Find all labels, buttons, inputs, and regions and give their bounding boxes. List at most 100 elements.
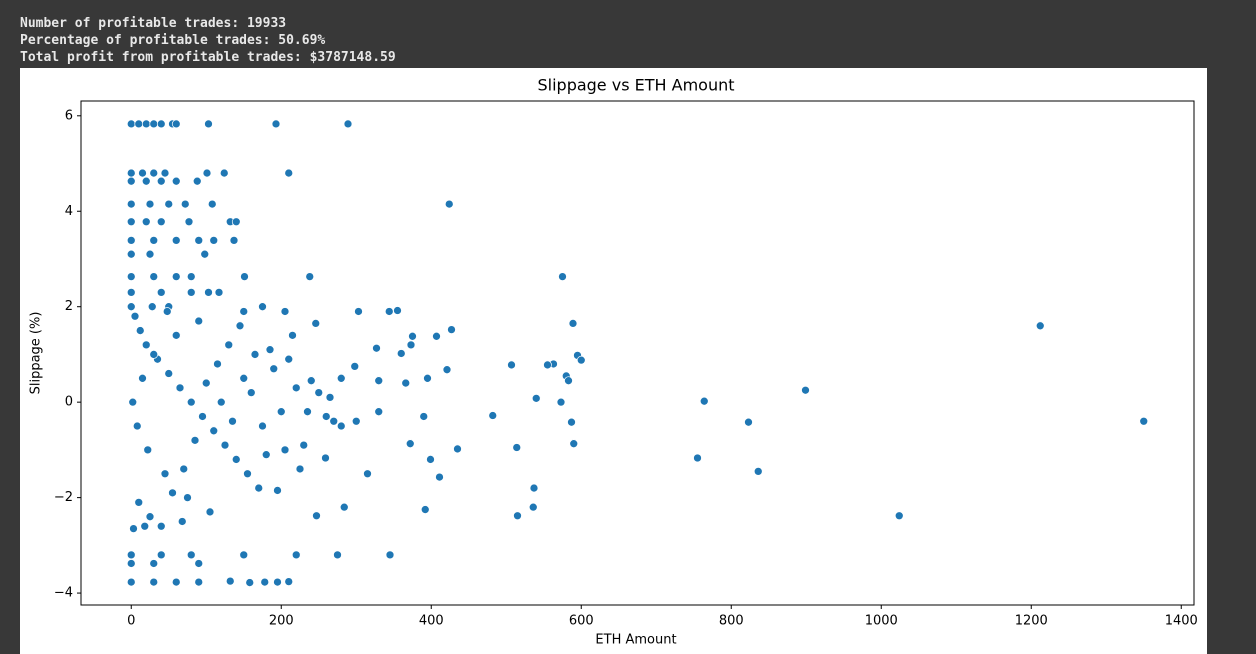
point: [164, 369, 174, 378]
point: [265, 345, 275, 355]
point: [171, 236, 181, 245]
point: [372, 343, 381, 353]
point: [744, 417, 753, 427]
x-axis-label: ETH Amount: [595, 633, 676, 648]
point: [531, 393, 541, 403]
point: [333, 550, 342, 560]
point: [363, 469, 372, 479]
point: [250, 350, 260, 359]
output-line: Total profit from profitable trades: $37…: [20, 50, 396, 65]
point: [444, 199, 454, 209]
point: [246, 388, 256, 397]
point: [543, 360, 552, 370]
point: [385, 550, 395, 560]
point: [126, 550, 136, 560]
point: [753, 467, 763, 476]
point: [447, 325, 456, 334]
point: [129, 524, 138, 533]
point: [134, 119, 144, 129]
point: [171, 330, 181, 340]
point: [306, 376, 316, 386]
point: [406, 340, 416, 350]
x-tick-label: 400: [419, 614, 444, 629]
point: [126, 236, 136, 245]
point: [138, 373, 147, 383]
point: [314, 388, 324, 397]
point: [141, 217, 151, 227]
point: [329, 416, 339, 426]
point: [576, 355, 586, 365]
point: [186, 272, 196, 281]
point: [134, 498, 144, 507]
point: [269, 364, 279, 374]
point: [512, 443, 522, 452]
point: [284, 168, 294, 178]
point: [239, 550, 249, 560]
chart: Slippage vs ETH Amount ETH Amount Slippa…: [20, 68, 1207, 654]
point: [271, 119, 281, 129]
point: [171, 176, 181, 186]
x-tick-label: 800: [719, 614, 744, 629]
point: [224, 340, 234, 350]
point: [168, 488, 177, 498]
point: [162, 307, 172, 316]
point: [205, 507, 215, 517]
point: [126, 288, 136, 297]
point: [202, 168, 212, 178]
point: [558, 272, 567, 281]
y-tick-label: 0: [65, 395, 73, 410]
point: [126, 272, 136, 281]
point: [258, 421, 267, 431]
point: [280, 445, 290, 455]
point: [200, 249, 210, 259]
point: [201, 378, 211, 388]
point: [180, 199, 190, 209]
point: [408, 331, 417, 341]
point: [126, 199, 136, 209]
point: [192, 176, 202, 186]
point: [354, 307, 363, 316]
point: [321, 453, 330, 463]
point: [204, 288, 213, 297]
point: [299, 440, 309, 450]
output-line: Number of profitable trades: 19933: [20, 16, 287, 31]
point: [401, 378, 411, 388]
point: [442, 365, 452, 375]
point: [145, 512, 155, 522]
point: [145, 249, 155, 259]
point: [801, 385, 810, 395]
point: [426, 455, 435, 464]
point: [291, 383, 301, 393]
point: [254, 483, 264, 493]
point: [419, 412, 429, 421]
point: [149, 236, 159, 245]
point: [568, 319, 578, 328]
y-axis-label: Slippage (%): [29, 312, 44, 395]
y-tick-label: −4: [54, 586, 73, 601]
point: [149, 559, 159, 568]
point: [186, 550, 196, 560]
point: [239, 373, 249, 383]
point: [141, 176, 151, 186]
point: [273, 577, 282, 587]
point: [179, 464, 189, 474]
point: [126, 577, 136, 587]
point: [216, 397, 226, 407]
y-tick-label: 2: [65, 299, 73, 314]
point: [147, 302, 157, 312]
point: [171, 577, 181, 587]
point: [231, 455, 241, 464]
point: [126, 249, 136, 259]
point: [156, 288, 166, 297]
point: [184, 217, 194, 227]
point: [204, 119, 213, 129]
point: [295, 464, 305, 474]
point: [305, 272, 315, 281]
point: [194, 559, 204, 568]
y-tick-label: 4: [65, 204, 73, 219]
point: [149, 577, 159, 587]
point: [130, 311, 140, 321]
point: [488, 411, 498, 420]
point: [214, 288, 224, 297]
point: [393, 306, 402, 315]
